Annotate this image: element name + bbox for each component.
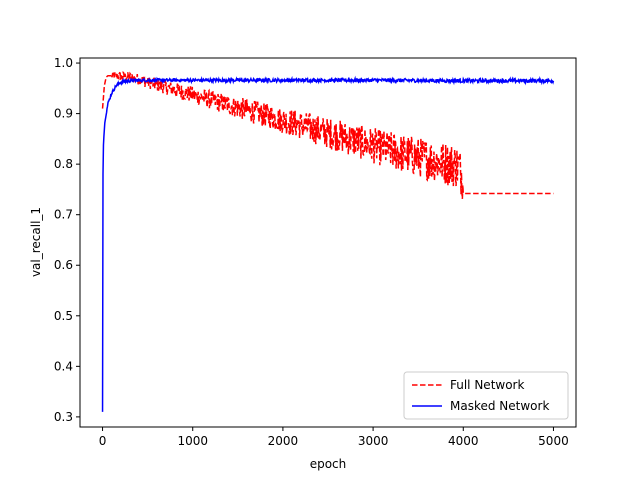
y-tick-label: 0.9 (54, 107, 73, 121)
x-tick-label: 5000 (538, 434, 569, 448)
x-tick-label: 4000 (448, 434, 479, 448)
x-axis: 0 1000 2000 3000 4000 5000 (99, 427, 569, 448)
y-tick-label: 0.6 (54, 258, 73, 272)
series-line-masked-network (101, 75, 555, 412)
legend-label: Full Network (450, 378, 524, 392)
legend-box (403, 371, 569, 420)
x-tick-label: 1000 (177, 434, 208, 448)
legend: Full Network Masked Network (403, 371, 569, 420)
plot-frame (79, 57, 577, 428)
y-tick-label: 0.3 (54, 410, 73, 424)
y-axis-label: val_recall_1 (29, 207, 43, 277)
x-tick-label: 2000 (268, 434, 299, 448)
y-tick-label: 0.8 (54, 157, 73, 171)
x-tick-label: 3000 (358, 434, 389, 448)
x-tick-label: 0 (99, 434, 107, 448)
y-tick-label: 0.7 (54, 208, 73, 222)
x-axis-label: epoch (310, 457, 347, 471)
y-tick-label: 0.5 (54, 309, 73, 323)
plot-background (80, 58, 576, 427)
y-axis: 0.3 0.4 0.5 0.6 0.7 0.8 0.9 1.0 (54, 56, 80, 424)
y-tick-label: 0.4 (54, 359, 73, 373)
legend-label: Masked Network (450, 399, 549, 413)
y-tick-label: 1.0 (54, 56, 73, 70)
series-line-full-network (101, 70, 554, 199)
